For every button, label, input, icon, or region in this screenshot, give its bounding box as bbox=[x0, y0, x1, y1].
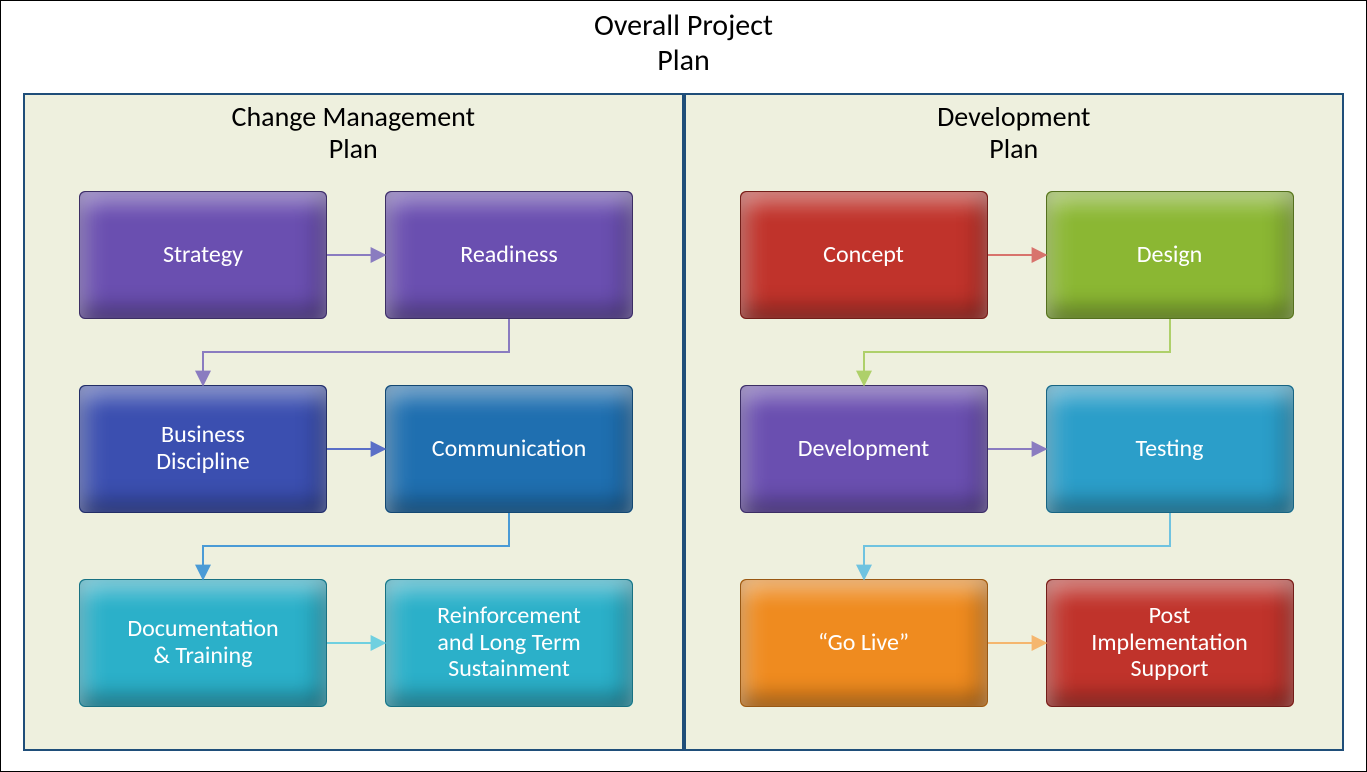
panel-cm: Change Management Plan Strategy Readiness B… bbox=[23, 93, 684, 751]
box-doctrain: Documentation & Training bbox=[79, 579, 327, 707]
box-label-strategy: Strategy bbox=[163, 242, 243, 269]
box-concept: Concept bbox=[740, 191, 988, 319]
page-title: Overall Project Plan bbox=[1, 9, 1366, 78]
box-development: Development bbox=[740, 385, 988, 513]
box-testing: Testing bbox=[1046, 385, 1294, 513]
box-label-design: Design bbox=[1137, 242, 1203, 269]
panel-dev: Development Plan Concept Design Development… bbox=[684, 93, 1345, 751]
box-comm: Communication bbox=[385, 385, 633, 513]
box-label-readiness: Readiness bbox=[460, 242, 558, 269]
box-readiness: Readiness bbox=[385, 191, 633, 319]
panels-container: Change Management Plan Strategy Readiness B… bbox=[23, 93, 1344, 751]
box-label-doctrain: Documentation & Training bbox=[127, 616, 278, 670]
box-design: Design bbox=[1046, 191, 1294, 319]
box-label-development: Development bbox=[798, 436, 929, 463]
box-label-comm: Communication bbox=[432, 436, 586, 463]
box-post: Post Implementation Support bbox=[1046, 579, 1294, 707]
box-label-reinforce: Reinforcement and Long Term Sustainment bbox=[437, 603, 581, 684]
panel-title-dev: Development Plan bbox=[686, 101, 1343, 165]
panel-title-cm: Change Management Plan bbox=[25, 101, 682, 165]
box-reinforce: Reinforcement and Long Term Sustainment bbox=[385, 579, 633, 707]
box-label-testing: Testing bbox=[1136, 436, 1204, 463]
box-golive: “Go Live” bbox=[740, 579, 988, 707]
box-bizdisc: Business Discipline bbox=[79, 385, 327, 513]
box-label-concept: Concept bbox=[823, 242, 904, 269]
box-label-post: Post Implementation Support bbox=[1091, 603, 1247, 684]
box-label-bizdisc: Business Discipline bbox=[156, 422, 250, 476]
box-strategy: Strategy bbox=[79, 191, 327, 319]
diagram-root: Overall Project Plan Change Management P… bbox=[0, 0, 1367, 772]
box-label-golive: “Go Live” bbox=[818, 630, 909, 657]
